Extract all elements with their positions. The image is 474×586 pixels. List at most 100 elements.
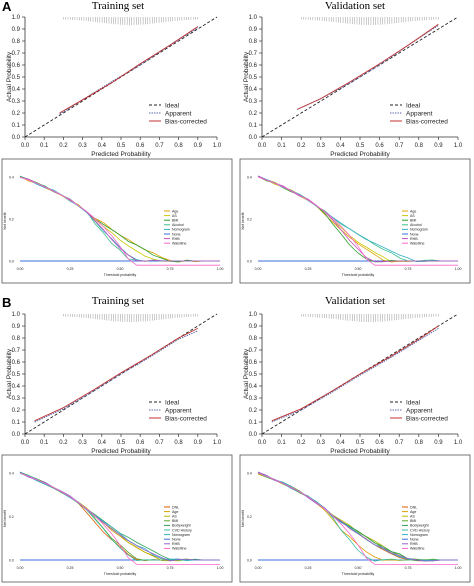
- calib-b-train-x-tick-label: 0.0: [21, 440, 30, 446]
- dca-b-train-legend-label: DNL: [172, 505, 179, 509]
- calib-b-valid-x-tick-label: 0.0: [258, 440, 267, 446]
- calib-a-train-series-bias-corrected: [59, 26, 199, 114]
- dca-a-valid-legend-label: RHB: [410, 237, 418, 241]
- calib-b-valid-y-tick-label: 0.1: [249, 420, 258, 426]
- calib-b-valid-x-tick-label: 0.7: [395, 440, 404, 446]
- dca-b-train-legend-label: BMI: [172, 519, 178, 523]
- dca-a-train-legend-label: Waistline: [172, 242, 186, 246]
- calib-b-train-series-bias-corrected: [34, 327, 199, 422]
- dca-b-valid: 0.0 0.2 0.4 0.00 0.25 0.50 0.75 1.00 Threshold p…: [239, 454, 471, 583]
- calib-a-valid-x-tick-label: 1.0: [454, 143, 463, 149]
- calib-b-train: 0.00.0 0.1 0.1 0.2 0.2 0.3 0.3 0.4 0.4 0.5 0.5 0.6 0…: [6, 312, 222, 455]
- calib-b-train-y-tick-label: 1.0: [12, 312, 21, 318]
- calib-b-train-y-tick-label: 0.1: [12, 420, 21, 426]
- calib-b-valid-legend-label: Apparent: [406, 408, 433, 415]
- calib-a-valid-ylabel: Actual Probability: [243, 51, 250, 102]
- calib-a-train-x-tick-label: 0.7: [155, 143, 164, 149]
- calib-b-train-x-tick-label: 0.5: [117, 440, 126, 446]
- calib-a-valid-y-tick-label: 0.3: [249, 99, 258, 105]
- calib-a-train-legend-label: Bias-corrected: [165, 119, 207, 126]
- calib-a-train-legend-label: Apparent: [165, 111, 192, 118]
- calib-a-valid-x-tick-label: 0.9: [434, 143, 443, 149]
- calib-a-train-x-tick-label: 0.1: [40, 143, 49, 149]
- calib-b-valid-series-apparent: [271, 327, 439, 423]
- calib-a-train-x-tick-label: 0.5: [117, 143, 126, 149]
- calib-a-valid-series-bias-corrected: [297, 23, 439, 110]
- dca-b-train-x-tick-label: 0.00: [17, 566, 24, 570]
- dca-a-valid-legend-label: AS: [410, 214, 415, 218]
- calib-a-valid-y-tick-label: 0.9: [249, 27, 258, 33]
- calib-a-valid-x-tick-label: 0.8: [415, 143, 424, 149]
- dca-b-valid-legend-label: Nomogram: [410, 533, 428, 537]
- calib-b-valid-x-tick-label: 0.5: [356, 440, 365, 446]
- dca-a-train-frame: [1, 158, 233, 284]
- calib-a-valid-xlabel: Predicted Probability: [330, 151, 390, 158]
- dca-a-train-legend-label: BMI: [172, 219, 178, 223]
- calib-b-train-x-tick-label: 0.3: [78, 440, 87, 446]
- dca-a-train: 0.0 0.2 0.4 0.00 0.25 0.50 0.75 1.00 Threshold p…: [1, 158, 233, 284]
- dca-b-valid-legend-label: DNL: [410, 505, 417, 509]
- dca-a-valid-legend-label: Nomogram: [410, 228, 428, 232]
- dca-a-valid-legend-label: Age: [410, 209, 416, 213]
- dca-a-train-y-tick-label: 0.2: [9, 218, 14, 222]
- calib-b-train-y-tick-label: 0.3: [12, 396, 21, 402]
- calib-a-valid-y-tick-label: 1.0: [249, 15, 258, 21]
- dca-b-valid-x-tick-label: 1.00: [455, 566, 462, 570]
- calib-a-train-y-tick-label: 0.3: [12, 99, 21, 105]
- calib-b-train-x-tick-label: 0.8: [174, 440, 183, 446]
- calib-a-valid-x-tick-label: 0.2: [297, 143, 306, 149]
- dca-b-train-x-tick-label: 0.50: [117, 566, 124, 570]
- dca-a-valid-x-tick-label: 1.00: [455, 267, 462, 271]
- calib-b-valid-x-tick-label: 0.1: [277, 440, 286, 446]
- calib-b-valid-y-tick-label: 0.7: [249, 348, 258, 354]
- calib-b-train-x-tick-label: 0.2: [59, 440, 68, 446]
- dca-b-valid-x-tick-label: 0.00: [255, 566, 262, 570]
- calib-a-train-y-tick-label: 0.5: [12, 75, 21, 81]
- calib-b-train-y-tick-label: 0.4: [12, 384, 21, 390]
- dca-a-valid-legend-label: None: [410, 232, 419, 236]
- calib-a-train: 0.00.0 0.1 0.1 0.2 0.2 0.3 0.3 0.4 0.4 0.5 0.5 0.6 0…: [6, 15, 222, 158]
- dca-a-train-x-tick-label: 0.75: [167, 267, 174, 271]
- calib-a-valid-x-tick-label: 0.3: [317, 143, 326, 149]
- calib-a-train-y-tick-label: 0.6: [12, 63, 21, 69]
- dca-a-train-ylabel: Net benefit: [3, 213, 7, 230]
- calib-a-train-title: Training set: [92, 0, 144, 12]
- calib-a-train-x-tick-label: 0.0: [21, 143, 30, 149]
- calib-b-train-x-tick-label: 1.0: [213, 440, 222, 446]
- dca-a-train-curve-waistline: [19, 176, 220, 266]
- calib-b-train-ylabel: Actual Probability: [6, 348, 13, 399]
- calib-a-valid-y-tick-label: 0.6: [249, 63, 258, 69]
- calib-b-train-legend-label: Apparent: [165, 408, 192, 415]
- dca-b-train-x-tick-label: 0.75: [167, 566, 174, 570]
- calib-a-valid-series-apparent: [297, 24, 439, 110]
- calib-b-train-xlabel: Predicted Probability: [91, 448, 151, 455]
- calib-a-train-x-tick-label: 1.0: [213, 143, 222, 149]
- dca-b-valid-legend-label: None: [410, 538, 419, 542]
- calib-b-train-y-tick-label: 0.7: [12, 348, 21, 354]
- calib-a-train-y-tick-label: 1.0: [12, 15, 21, 21]
- dca-a-valid-x-tick-label: 0.25: [305, 267, 312, 271]
- calib-b-valid-y-tick-label: 0.8: [249, 336, 258, 342]
- dca-a-train-x-tick-label: 0.25: [67, 267, 74, 271]
- dca-a-valid-x-tick-label: 0.50: [355, 267, 362, 271]
- dca-a-valid-y-tick-label: 0.2: [247, 218, 252, 222]
- calib-a-train-xlabel: Predicted Probability: [91, 151, 151, 158]
- dca-b-train-curve-waistline: [19, 472, 220, 565]
- calib-a-train-x-tick-label: 0.3: [78, 143, 87, 149]
- dca-b-valid-x-tick-label: 0.25: [305, 566, 312, 570]
- calib-a-train-x-tick-label: 0.9: [194, 143, 203, 149]
- calib-b-valid-y-tick-label: 0.4: [249, 384, 258, 390]
- calib-b-valid: 0.00.0 0.1 0.1 0.2 0.2 0.3 0.3 0.4 0.4 0.5 0.5 0.6 0…: [243, 312, 463, 455]
- dca-a-train-x-tick-label: 1.00: [217, 267, 224, 271]
- calib-a-train-y-tick-label: 0.8: [12, 39, 21, 45]
- dca-a-valid-legend-label: Alcohol: [410, 223, 422, 227]
- calib-a-valid-y-tick-label: 0.1: [249, 123, 258, 129]
- dca-a-train-xlabel: Threshold probability: [104, 273, 137, 277]
- calib-a-valid-y-tick-label: 0.4: [249, 87, 258, 93]
- calib-a-valid-y-tick-label: 0.2: [249, 111, 258, 117]
- calib-a-valid-title: Validation set: [325, 0, 385, 12]
- dca-b-valid-curve-nomogram: [257, 471, 458, 562]
- calib-b-train-title: Training set: [92, 295, 144, 307]
- calib-a-train-x-tick-label: 0.8: [174, 143, 183, 149]
- dca-b-valid-y-tick-label: 0.0: [247, 559, 252, 563]
